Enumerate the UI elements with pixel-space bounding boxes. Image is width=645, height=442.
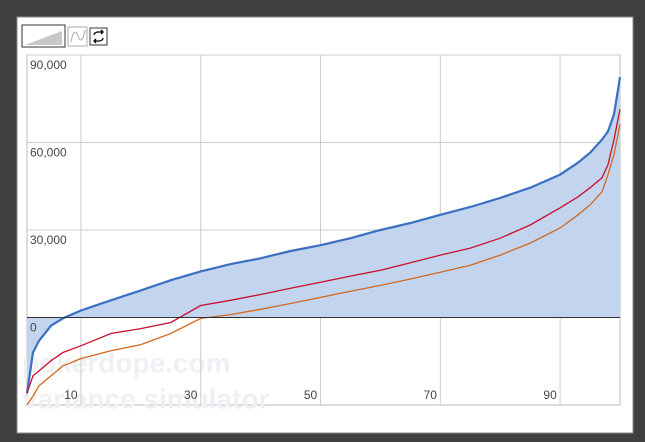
x-tick-label: 90 xyxy=(543,388,557,402)
x-tick-label: 70 xyxy=(424,388,438,402)
area-icon xyxy=(25,31,62,45)
y-tick-label: 60,000 xyxy=(30,146,67,160)
y-tick-label: 30,000 xyxy=(30,233,67,247)
line-chart-button[interactable] xyxy=(67,26,88,47)
y-tick-label: 0 xyxy=(30,321,37,335)
series-line xyxy=(26,109,621,394)
refresh-button[interactable] xyxy=(89,27,108,46)
x-tick-label: 30 xyxy=(184,388,198,402)
watermark: variance simulator xyxy=(22,383,270,414)
series-line xyxy=(26,124,621,406)
line-icon xyxy=(70,29,86,43)
watermark: pokerdope.com xyxy=(22,347,230,378)
refresh-icon xyxy=(93,29,104,44)
x-tick-label: 50 xyxy=(304,388,318,402)
area xyxy=(27,77,620,394)
x-tick-label: 10 xyxy=(64,388,78,402)
y-tick-label: 90,000 xyxy=(30,58,67,72)
series-line xyxy=(25,77,622,394)
